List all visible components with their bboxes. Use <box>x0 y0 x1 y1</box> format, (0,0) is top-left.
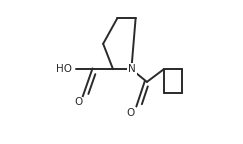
Text: O: O <box>127 108 135 118</box>
Text: O: O <box>74 97 83 107</box>
Text: N: N <box>128 64 136 74</box>
Text: HO: HO <box>56 64 72 74</box>
